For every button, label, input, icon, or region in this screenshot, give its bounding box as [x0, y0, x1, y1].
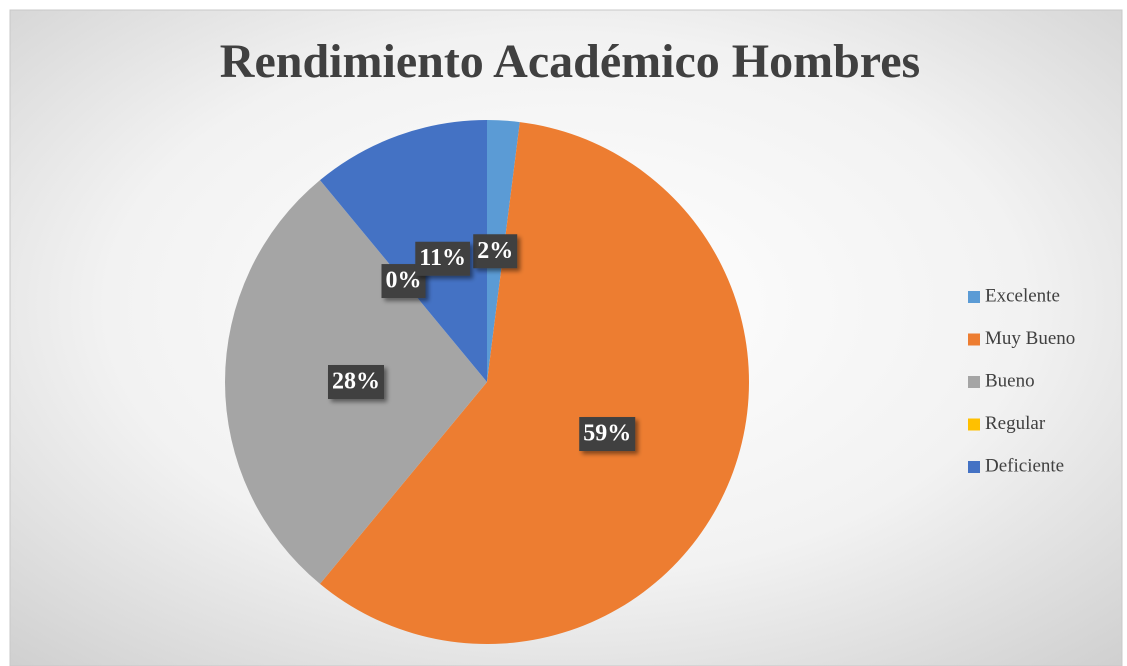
- legend-label: Regular: [985, 413, 1046, 434]
- data-label: 28%: [328, 365, 384, 399]
- data-label-box: [473, 234, 518, 269]
- data-label: 2%: [473, 234, 518, 269]
- legend-label: Bueno: [985, 370, 1035, 391]
- data-label-text: 2%: [477, 238, 513, 264]
- data-label: 59%: [579, 417, 636, 452]
- legend-label: Muy Bueno: [985, 328, 1075, 349]
- data-label-text: 11%: [419, 245, 466, 271]
- pie-slice: [319, 120, 487, 382]
- data-label-box: [579, 417, 636, 452]
- legend-label: Excelente: [985, 285, 1060, 306]
- data-label-text: 28%: [332, 369, 380, 395]
- data-label-box: [415, 241, 470, 276]
- legend-swatch: [968, 376, 980, 388]
- chart-title: Rendimiento Académico Hombres: [220, 35, 920, 88]
- legend-swatch: [968, 333, 980, 346]
- data-label: 11%: [415, 241, 470, 276]
- legend-swatch: [968, 418, 980, 431]
- data-label-text: 59%: [583, 421, 631, 447]
- legend-swatch: [968, 461, 980, 473]
- data-label-box: [328, 365, 384, 399]
- legend-swatch: [968, 291, 980, 303]
- legend-label: Deficiente: [985, 455, 1064, 476]
- pie-slice: [319, 122, 749, 645]
